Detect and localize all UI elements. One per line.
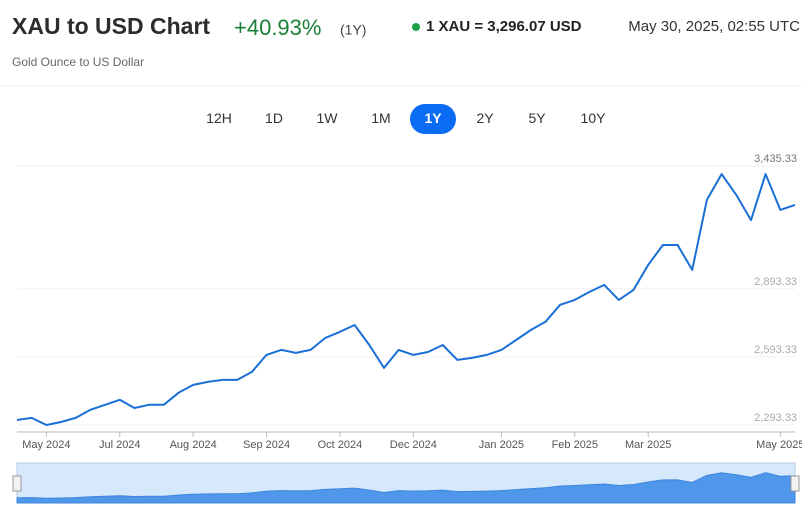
x-tick-label: Aug 2024 [170, 439, 217, 451]
x-tick-label: May 2024 [22, 439, 70, 451]
range-button[interactable]: 10Y [581, 110, 607, 126]
range-button[interactable]: 1W [317, 110, 339, 126]
navigator-handle[interactable] [790, 475, 800, 492]
subtitle: Gold Ounce to US Dollar [12, 55, 144, 69]
x-tick-label: Sep 2024 [243, 439, 290, 451]
status-dot [412, 23, 420, 31]
y-tick-label: 3,435.33 [754, 153, 797, 165]
title: XAU to USD Chart [12, 13, 210, 39]
navigator-area [16, 472, 796, 504]
price-line [16, 173, 796, 426]
range-button[interactable]: 12H [206, 110, 232, 126]
timestamp: May 30, 2025, 02:55 UTC [628, 18, 800, 35]
change: +40.93% [234, 15, 321, 40]
range-button-active[interactable] [410, 104, 456, 134]
navigator-handle[interactable] [12, 475, 22, 492]
range-button[interactable]: 5Y [528, 110, 546, 126]
x-tick-label: Dec 2024 [390, 439, 437, 451]
x-tick-label: Mar 2025 [625, 439, 671, 451]
x-tick-label: Oct 2024 [318, 439, 363, 451]
y-tick-label: 2,293.33 [754, 412, 797, 424]
x-tick-label: May 2025 [756, 439, 802, 451]
range-button[interactable]: 2Y [476, 110, 494, 126]
y-tick-label: 2,893.33 [754, 276, 797, 288]
range-button[interactable]: 1M [371, 110, 390, 126]
period: (1Y) [340, 22, 366, 38]
range-button[interactable]: 1D [265, 110, 283, 126]
range-button[interactable]: 1Y [424, 110, 442, 126]
y-tick-label: 2,593.33 [754, 344, 797, 356]
x-tick-label: Feb 2025 [552, 439, 598, 451]
rate: 1 XAU = 3,296.07 USD [426, 18, 582, 35]
x-tick-label: Jan 2025 [479, 439, 524, 451]
x-tick-label: Jul 2024 [99, 439, 141, 451]
